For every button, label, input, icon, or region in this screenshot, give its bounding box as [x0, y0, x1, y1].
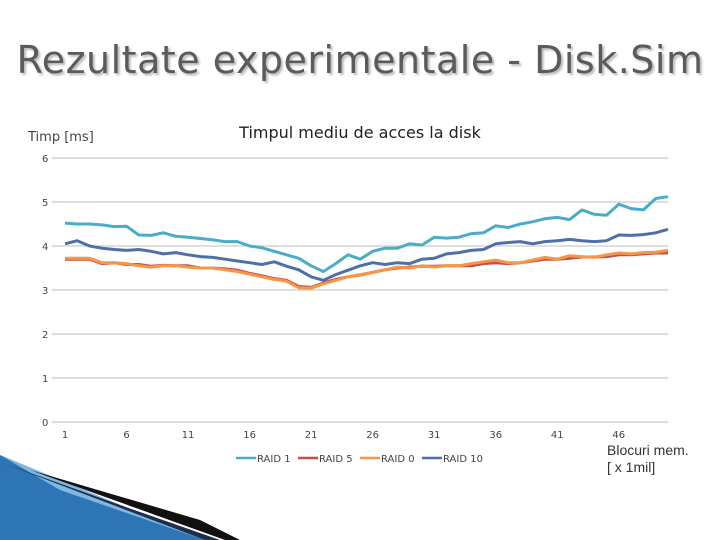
x-tick-labels: 1 6 11 16 21 26 31 36 41 46	[62, 430, 625, 441]
legend: RAID 1 RAID 5 RAID 0 RAID 10	[236, 454, 483, 465]
series-line-2	[65, 248, 669, 290]
y-tick-label: 1	[42, 374, 48, 385]
y-tick-label: 6	[42, 154, 48, 165]
x-tick-label: 11	[182, 430, 195, 441]
y-tick-label: 5	[42, 198, 48, 209]
series-line-0	[64, 195, 669, 273]
x-tick-label: 1	[62, 430, 68, 441]
y-tick-labels: 0 1 2 3 4 5 6	[42, 154, 48, 429]
x-tick-label: 36	[489, 430, 502, 441]
x-axis-label-line-2: [ x 1mil]	[607, 459, 655, 475]
series-lines	[64, 195, 669, 290]
y-tick-label: 0	[42, 418, 48, 429]
series-line-3	[64, 227, 669, 282]
x-tick-label: 46	[612, 430, 625, 441]
slide-title: Rezultate experimentale - Disk.Sim	[16, 38, 704, 82]
x-axis-label-line-1: Blocuri mem.	[607, 442, 689, 458]
legend-label-3: RAID 10	[443, 454, 483, 465]
y-tick-label: 3	[42, 286, 48, 297]
y-axis-label: Timp [ms]	[27, 130, 94, 145]
gridlines	[52, 157, 668, 423]
x-tick-label: 6	[123, 430, 129, 441]
chart-title: Timpul mediu de acces la disk	[238, 123, 481, 142]
legend-label-1: RAID 5	[319, 454, 353, 465]
x-tick-label: 41	[551, 430, 564, 441]
y-tick-label: 2	[42, 330, 48, 341]
corner-swoosh-decoration	[0, 455, 240, 540]
x-tick-label: 16	[243, 430, 256, 441]
legend-label-2: RAID 0	[381, 454, 415, 465]
x-axis-label: Blocuri mem. [ x 1mil]	[607, 442, 693, 475]
y-tick-label: 4	[42, 242, 48, 253]
legend-label-0: RAID 1	[257, 454, 291, 465]
x-tick-label: 26	[366, 430, 379, 441]
x-tick-label: 31	[428, 430, 441, 441]
series-line-1	[65, 251, 668, 289]
x-tick-label: 21	[305, 430, 318, 441]
